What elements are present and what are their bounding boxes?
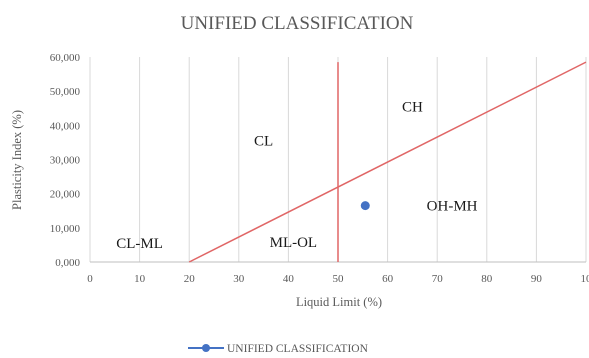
x-tick-label: 0 (87, 273, 93, 285)
region-label-cl-ml: CL-ML (116, 236, 163, 252)
x-tick-label: 40 (283, 273, 295, 285)
y-axis-ticks: 0,000 10,000 20,000 30,000 40,000 50,000 60,00… (50, 52, 81, 269)
y-tick-label: 20,000 (50, 189, 81, 201)
region-label-ml-ol: ML-OL (270, 235, 318, 251)
a-line-line (188, 61, 587, 263)
y-axis-label: Plasticity Index (%) (10, 110, 24, 210)
legend: UNIFIED CLASSIFICATION (188, 343, 369, 355)
legend-marker-icon (202, 344, 210, 352)
region-label-ch: CH (402, 100, 423, 116)
y-tick-label: 60,000 (50, 52, 81, 64)
data-points (360, 201, 370, 211)
y-tick-label: 30,000 (50, 155, 81, 167)
x-tick-label: 50 (333, 273, 345, 285)
x-tick-label: 70 (432, 273, 444, 285)
region-labels: CH CL OH-MH CL-ML ML-OL (116, 100, 477, 253)
x-tick-label: 20 (184, 273, 196, 285)
x-axis-label: Liquid Limit (%) (296, 295, 382, 309)
x-tick-label: 10 (134, 273, 146, 285)
region-label-oh-mh: OH-MH (427, 199, 478, 215)
y-tick-label: 40,000 (50, 120, 81, 132)
y-tick-label: 50,000 (50, 86, 81, 98)
x-tick-label: 10 (581, 273, 589, 285)
legend-label: UNIFIED CLASSIFICATION (227, 343, 369, 355)
chart-title: UNIFIED CLASSIFICATION (181, 13, 414, 34)
region-label-cl: CL (254, 134, 273, 150)
y-tick-label: 0,000 (55, 257, 80, 269)
x-axis-ticks: 0 10 20 30 40 50 60 70 80 90 10 (87, 273, 589, 285)
data-point (360, 201, 370, 211)
x-tick-label: 90 (531, 273, 543, 285)
x-tick-label: 60 (382, 273, 394, 285)
x-tick-label: 80 (481, 273, 493, 285)
reference-lines (188, 61, 587, 263)
x-tick-label: 30 (233, 273, 245, 285)
y-tick-label: 10,000 (50, 223, 81, 235)
